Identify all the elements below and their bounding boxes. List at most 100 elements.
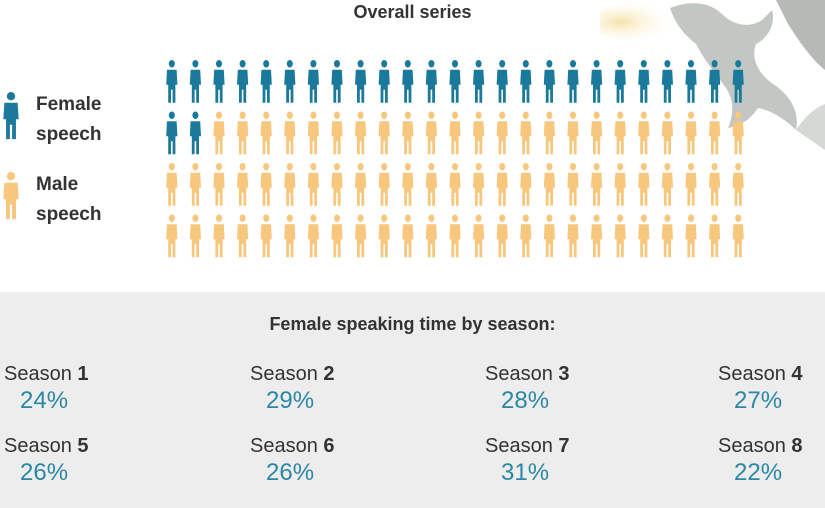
- male-person-mark: [402, 111, 414, 155]
- season-label: Season 2: [250, 362, 380, 386]
- male-person-mark: [307, 111, 319, 155]
- dragon-illustration: [600, 0, 825, 150]
- male-person-mark: [661, 214, 673, 258]
- person-head: [735, 162, 742, 171]
- person-head: [428, 214, 435, 223]
- chart-title: Overall series: [353, 2, 472, 22]
- female-person-mark: [591, 59, 603, 103]
- person-body: [355, 121, 367, 155]
- season-3-stat: Season 3 28%: [485, 362, 615, 416]
- male-person-mark: [213, 111, 225, 155]
- person-head: [475, 111, 482, 120]
- person-head: [451, 111, 459, 120]
- person-head: [168, 214, 175, 223]
- person-head: [263, 162, 270, 171]
- person-body: [260, 172, 272, 206]
- person-head: [711, 214, 718, 223]
- season-percentage: 22%: [734, 459, 783, 486]
- person-body: [260, 224, 272, 258]
- season-percentage: 26%: [20, 459, 69, 486]
- season-percentage: 24%: [20, 387, 69, 414]
- season-label: Season 8: [718, 434, 825, 458]
- person-body: [189, 121, 201, 155]
- person-body: [378, 172, 390, 206]
- male-person-mark: [543, 162, 555, 206]
- female-person-mark: [496, 59, 508, 103]
- person-head: [192, 111, 199, 120]
- person-head: [381, 59, 388, 68]
- person-body: [189, 172, 201, 206]
- person-head: [381, 111, 388, 120]
- person-body: [378, 69, 390, 103]
- male-person-mark: [355, 214, 367, 258]
- person-head: [6, 92, 16, 101]
- season-percentage: 31%: [501, 459, 550, 486]
- person-head: [687, 162, 695, 171]
- season-number: 1: [77, 363, 89, 385]
- male-person-mark: [213, 214, 225, 258]
- person-head: [711, 111, 718, 120]
- male-person-mark: [355, 111, 367, 155]
- person-head: [617, 162, 624, 171]
- female-person-mark: [614, 59, 626, 103]
- person-head: [168, 111, 175, 120]
- male-person-mark: [425, 162, 437, 206]
- overall-series-panel: Overall series Female speech Male: [3, 0, 825, 258]
- male-person-mark: [685, 162, 697, 206]
- season-label: Season 3: [485, 362, 615, 386]
- male-person-mark: [449, 111, 461, 155]
- person-body: [378, 121, 390, 155]
- male-person-mark: [260, 214, 272, 258]
- person-head: [310, 59, 317, 68]
- person-body: [331, 224, 343, 258]
- person-body: [709, 172, 721, 206]
- person-head: [475, 162, 482, 171]
- male-person-mark: [543, 214, 555, 258]
- male-person-mark: [166, 162, 178, 206]
- person-head: [617, 214, 624, 223]
- person-head: [569, 162, 577, 171]
- season-number: 4: [791, 363, 803, 385]
- person-head: [239, 214, 246, 223]
- male-person-mark: [284, 111, 296, 155]
- female-person-mark: [473, 59, 485, 103]
- season-8-stat: Season 8 22%: [718, 434, 825, 488]
- person-body: [166, 121, 178, 155]
- person-head: [428, 162, 435, 171]
- person-head: [593, 111, 600, 120]
- person-body: [402, 121, 414, 155]
- person-body: [307, 69, 319, 103]
- person-head: [546, 214, 553, 223]
- season-label-prefix: Season: [250, 363, 324, 385]
- person-body: [449, 121, 461, 155]
- male-person-mark: [378, 214, 390, 258]
- person-head: [522, 59, 529, 68]
- legend-male-line2: speech: [36, 204, 102, 225]
- season-number: 8: [791, 435, 803, 457]
- person-body: [496, 121, 508, 155]
- person-head: [215, 59, 223, 68]
- person-head: [381, 214, 388, 223]
- season-2-stat: Season 2 29%: [250, 362, 380, 416]
- female-person-mark: [638, 59, 650, 103]
- person-head: [357, 214, 364, 223]
- person-body: [638, 172, 650, 206]
- person-head: [569, 59, 577, 68]
- male-person-mark: [732, 214, 744, 258]
- male-person-mark: [520, 214, 532, 258]
- female-person-mark: [260, 59, 272, 103]
- female-person-mark: [189, 111, 201, 155]
- female-person-mark: [709, 59, 721, 103]
- season-1-stat: Season 1 24%: [4, 362, 134, 416]
- person-head: [168, 59, 175, 68]
- person-head: [404, 214, 411, 223]
- season-label: Season 6: [250, 434, 380, 458]
- person-body: [638, 224, 650, 258]
- person-head: [687, 59, 695, 68]
- season-label-prefix: Season: [718, 435, 792, 457]
- male-person-mark: [237, 111, 249, 155]
- female-person-mark: [449, 59, 461, 103]
- male-person-mark: [307, 214, 319, 258]
- male-person-mark: [355, 162, 367, 206]
- person-head: [239, 162, 246, 171]
